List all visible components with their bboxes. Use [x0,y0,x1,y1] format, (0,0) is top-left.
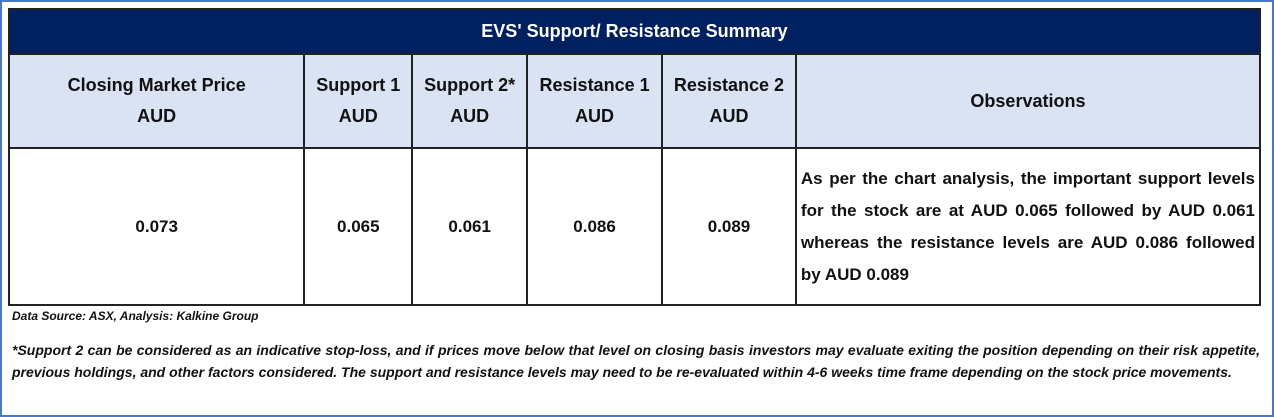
observations-cell: As per the chart analysis, the important… [794,147,1262,306]
footnote: *Support 2 can be considered as an indic… [12,342,1260,380]
table-row: 0.073 0.065 0.061 0.086 0.089 As per the… [7,147,1262,306]
header-closing-price: Closing Market Price AUD [7,53,306,149]
support-2-cell: 0.061 [411,147,529,306]
header-resistance-2: Resistance 2 AUD [661,53,797,149]
header-observations: Observations [794,53,1262,149]
support-resistance-table: EVS' Support/ Resistance Summary Closing… [7,8,1262,306]
header-support-1: Support 1 AUD [303,53,414,149]
support-1-cell: 0.065 [303,147,414,306]
header-resistance-1: Resistance 1 AUD [526,53,664,149]
table-title: EVS' Support/ Resistance Summary [8,8,1261,55]
resistance-1-cell: 0.086 [526,147,664,306]
resistance-2-cell: 0.089 [661,147,797,306]
data-source: Data Source: ASX, Analysis: Kalkine Grou… [12,309,259,323]
closing-price-cell: 0.073 [7,147,306,306]
header-support-2: Support 2* AUD [411,53,529,149]
column-header-row: Closing Market Price AUD Support 1 AUD Sup… [7,53,1262,149]
